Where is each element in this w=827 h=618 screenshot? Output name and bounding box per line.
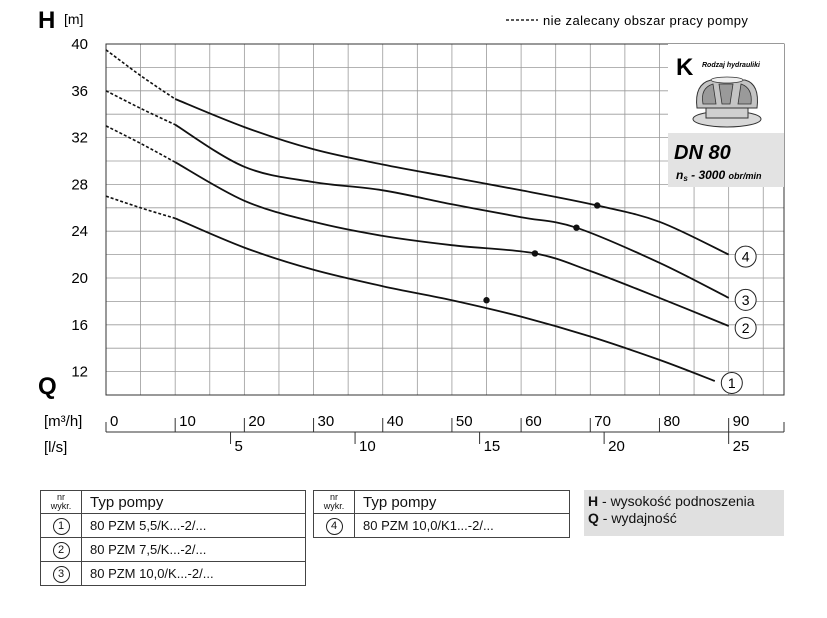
x-tick-label-m3h: 50	[456, 413, 473, 430]
curve-4	[174, 98, 730, 256]
x-tick-label-m3h: 80	[663, 413, 680, 430]
y-tick-label: 20	[71, 270, 88, 287]
curve-label-2: 2	[742, 320, 750, 336]
y-tick-label: 16	[71, 317, 88, 334]
y-tick-label: 36	[71, 83, 88, 100]
hydraulics-letter: K	[676, 54, 694, 81]
symbol-legend: H - wysokość podnoszenia Q - wydajność	[584, 490, 784, 536]
duty-point-marker-4	[594, 202, 601, 209]
pump-type-cell: 80 PZM 5,5/K...-2/...	[81, 513, 306, 538]
y-tick-label: 12	[71, 364, 88, 381]
y-tick-label: 28	[71, 176, 88, 193]
curve-2	[174, 161, 730, 327]
curve-3	[174, 123, 730, 299]
curve-label-circle-2	[734, 316, 757, 339]
col-header-type: Typ pompy	[354, 490, 570, 514]
x-tick-label-m3h: 30	[318, 413, 335, 430]
curve-1-dashed	[105, 195, 176, 220]
pump-type-table-1: nr wykr. Typ pompy 1 80 PZM 5,5/K...-2/..…	[40, 490, 306, 586]
curve-label-1: 1	[728, 375, 736, 391]
y-tick-label: 32	[71, 130, 88, 147]
legend-q: Q - wydajność	[588, 510, 677, 526]
ns-label: ns - 3000 obr/min	[676, 168, 762, 183]
legend-h: H - wysokość podnoszenia	[588, 493, 755, 509]
curve-number-badge: 4	[325, 518, 343, 535]
dn-label: DN 80	[674, 142, 731, 164]
plot-frame	[105, 43, 785, 396]
pump-type-table-2: nr wykr. Typ pompy 4 80 PZM 10,0/K1...-2/…	[313, 490, 570, 538]
x-tick-label-ls: 15	[484, 438, 501, 455]
x-tick-label-ls: 5	[235, 438, 243, 455]
col-header-nr: nr wykr.	[40, 490, 82, 514]
duty-point-marker-3	[573, 224, 580, 231]
impeller-icon	[692, 76, 762, 128]
curve-label-circle-4	[734, 245, 757, 268]
plot-border	[105, 43, 785, 396]
x-tick-label-m3h: 70	[594, 413, 611, 430]
y-axis-unit: [m]	[64, 11, 83, 27]
curve-label-3: 3	[742, 292, 750, 308]
x-tick-label-m3h: 10	[179, 413, 196, 430]
x-tick-label-m3h: 90	[733, 413, 750, 430]
flow-unit-secondary: [l/s]	[44, 439, 67, 456]
hydraulics-caption: Rodzaj hydrauliki	[702, 62, 761, 69]
pump-type-cell: 80 PZM 7,5/K...-2/...	[81, 537, 306, 562]
pump-type-cell: 80 PZM 10,0/K...-2/...	[81, 561, 306, 586]
curve-number-badge: 3	[52, 566, 70, 583]
table-row: 3 80 PZM 10,0/K...-2/...	[40, 561, 306, 586]
x-tick-label-m3h: 60	[525, 413, 542, 430]
x-tick-label-ls: 10	[359, 438, 376, 455]
duty-point-marker-2	[531, 250, 539, 257]
x-tick-label-m3h: 40	[387, 413, 404, 430]
hydraulics-info-box: K Rodzaj hydrauliki DN 80 ns - 3000 obr/…	[668, 44, 784, 187]
y-tick-label: 40	[71, 36, 88, 53]
x-axis-symbol: Q	[38, 373, 57, 400]
curves: 1 2 3 4	[105, 49, 757, 394]
curve-label-circle-3	[734, 288, 757, 311]
col-header-nr: nr wykr.	[313, 490, 355, 514]
curve-4-dashed	[105, 49, 176, 100]
curve-1	[174, 217, 716, 382]
table-row: 1 80 PZM 5,5/K...-2/...	[40, 513, 306, 538]
table-row: 2 80 PZM 7,5/K...-2/...	[40, 537, 306, 562]
duty-point-marker-1	[483, 297, 490, 304]
pump-type-cell: 80 PZM 10,0/K1...-2/...	[354, 513, 570, 538]
curve-number-badge: 2	[52, 542, 70, 559]
curve-number-badge: 1	[52, 518, 70, 535]
curve-label-4: 4	[742, 249, 750, 265]
y-tick-label: 24	[71, 223, 88, 240]
dn-panel	[668, 133, 784, 187]
col-header-type: Typ pompy	[81, 490, 306, 514]
table-row: 4 80 PZM 10,0/K1...-2/...	[313, 513, 570, 538]
x-tick-label-ls: 25	[733, 438, 750, 455]
flow-unit-primary: [m³/h]	[44, 413, 82, 430]
dashed-legend-text: nie zalecany obszar pracy pompy	[543, 13, 748, 28]
y-axis-symbol: H	[38, 7, 55, 34]
x-tick-label-m3h: 20	[248, 413, 265, 430]
x-tick-label-m3h: 0	[110, 413, 118, 430]
curve-label-circle-1	[720, 371, 743, 394]
x-tick-label-ls: 20	[608, 438, 625, 455]
